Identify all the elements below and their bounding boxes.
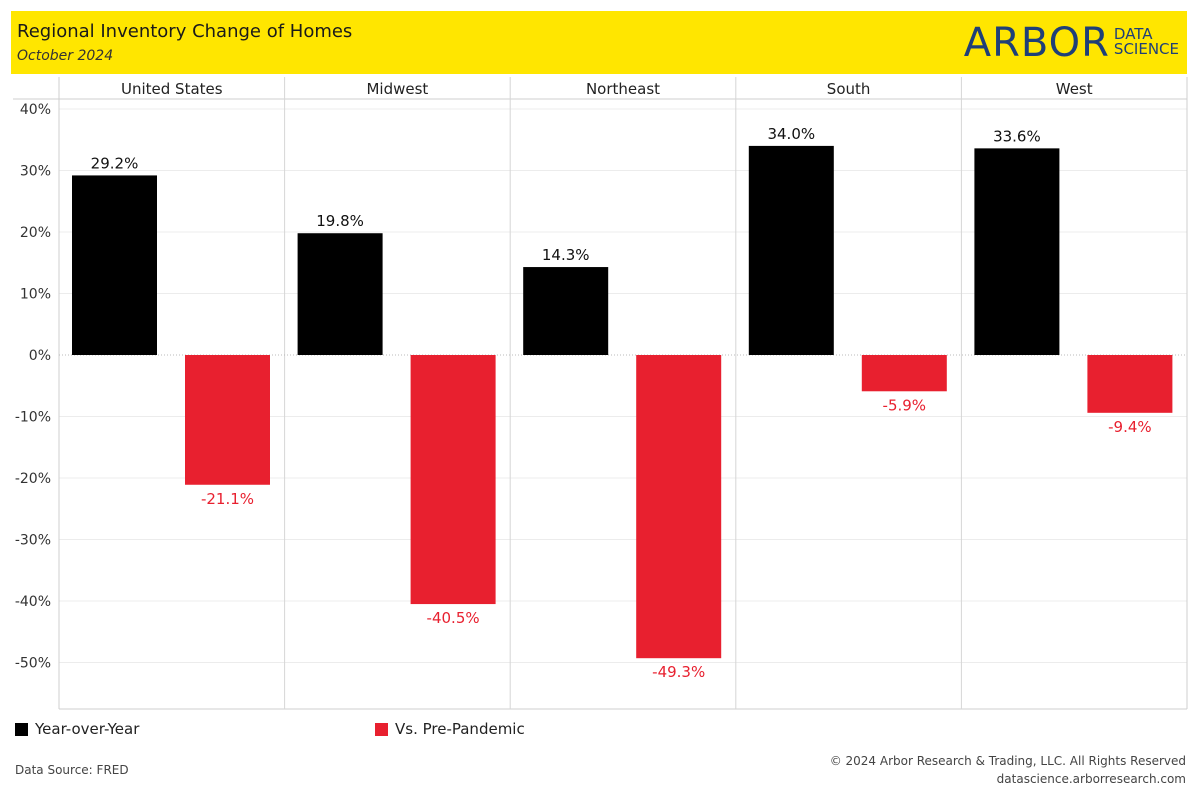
bar [748, 145, 834, 355]
data-label: 33.6% [993, 127, 1041, 145]
data-label: -49.3% [652, 663, 705, 681]
logo-subtext-line2: SCIENCE [1113, 40, 1179, 58]
bar-chart: 40% 30% 20% 10% 0% -10% -20% -30% -40% -50% United… [13, 77, 1188, 710]
bar [523, 267, 609, 355]
y-tick-label: 40% [20, 102, 51, 118]
data-label: 19.8% [316, 212, 364, 230]
bar [974, 148, 1060, 355]
logo-wordmark: ARBOR [963, 20, 1110, 66]
category-label: West [1056, 80, 1093, 98]
arbor-logo: ARBOR DATA SCIENCE [964, 23, 1179, 67]
copyright-text: © 2024 Arbor Research & Trading, LLC. Al… [829, 754, 1186, 768]
y-tick-label: 0% [29, 348, 51, 364]
y-tick-label: -20% [15, 471, 51, 487]
legend-item-prepandemic: Vs. Pre-Pandemic [375, 720, 525, 738]
logo-subtext-line1: DATA [1113, 25, 1153, 43]
bar [410, 355, 496, 605]
legend-swatch-yoy [15, 722, 28, 736]
data-label: 29.2% [91, 154, 139, 172]
y-tick-label: -30% [15, 533, 51, 549]
bar [185, 355, 270, 485]
data-label: -9.4% [1108, 418, 1152, 436]
bar [72, 175, 157, 355]
y-tick-label: -50% [15, 656, 51, 672]
legend-item-yoy: Year-over-Year [15, 720, 139, 738]
data-label: -5.9% [883, 396, 927, 414]
bar [636, 355, 722, 659]
data-label: -40.5% [427, 609, 480, 627]
legend-swatch-prepandemic [375, 722, 388, 736]
chart-subtitle: October 2024 [17, 48, 114, 64]
y-tick-label: -40% [15, 594, 51, 610]
y-tick-label: 10% [20, 287, 51, 303]
y-tick-label: -10% [15, 410, 51, 426]
bar [1087, 355, 1173, 413]
legend-label-prepandemic: Vs. Pre-Pandemic [395, 720, 525, 738]
bar [861, 355, 947, 392]
category-label: United States [121, 80, 223, 98]
data-label: -21.1% [201, 490, 254, 508]
copyright-block: © 2024 Arbor Research & Trading, LLC. Al… [830, 752, 1186, 788]
logo-subtext: DATA SCIENCE [1114, 27, 1179, 57]
y-tick-label: 20% [20, 225, 51, 241]
website-link[interactable]: datascience.arborresearch.com [996, 772, 1186, 786]
category-label: South [827, 80, 871, 98]
category-label: Northeast [586, 80, 660, 98]
chart-title: Regional Inventory Change of Homes [17, 21, 353, 42]
legend-label-yoy: Year-over-Year [35, 720, 140, 738]
data-label: 14.3% [542, 246, 590, 264]
y-tick-label: 30% [20, 164, 51, 180]
chart-header: Regional Inventory Change of Homes Octob… [11, 11, 1187, 74]
data-label: 34.0% [767, 125, 815, 143]
data-source: Data Source: FRED [15, 763, 129, 777]
bar [297, 233, 383, 355]
category-label: Midwest [366, 80, 428, 98]
